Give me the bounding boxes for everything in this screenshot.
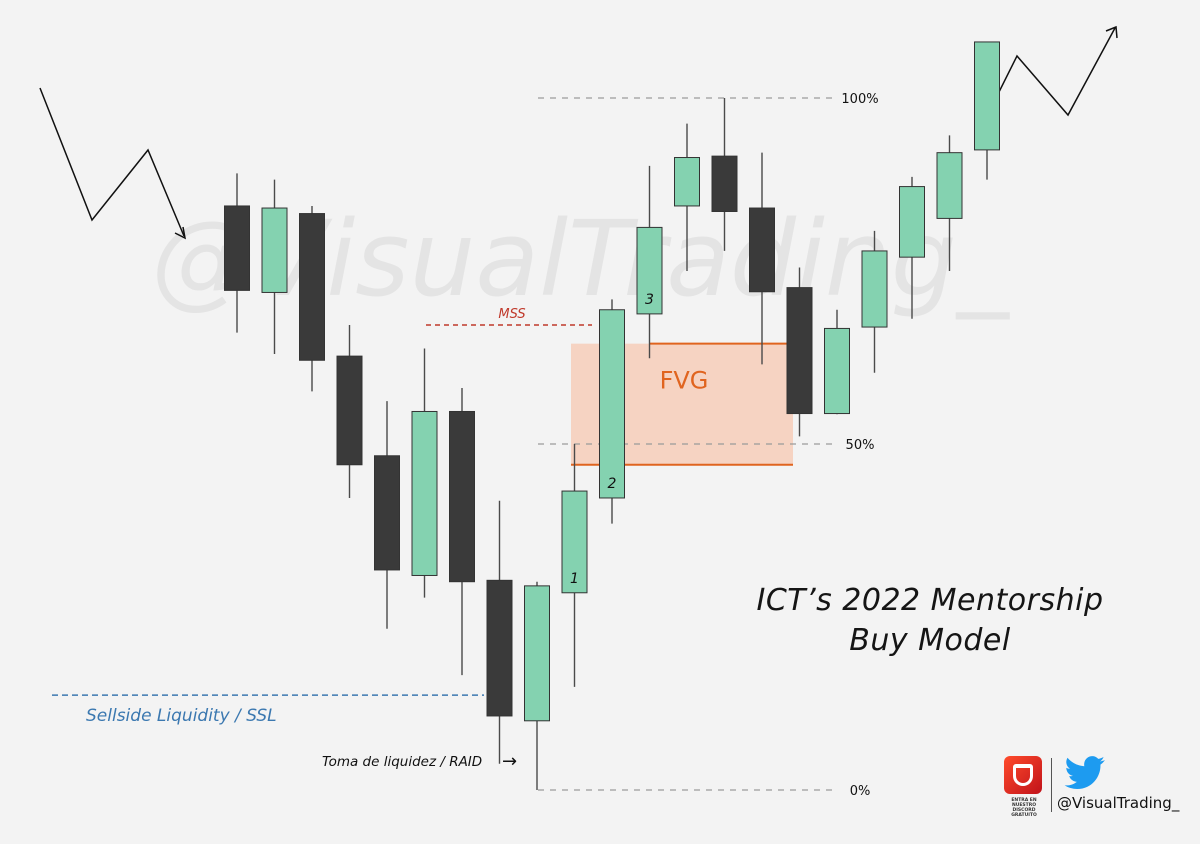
level-label: 0%	[850, 784, 871, 799]
candle-number: 2	[608, 476, 617, 492]
downtrend-arrowhead	[174, 226, 187, 240]
candle-15	[749, 152, 775, 365]
candle-body-up	[899, 186, 925, 258]
candle-body-down	[786, 287, 813, 415]
discord-logo-icon[interactable]	[1004, 756, 1042, 794]
candle-1	[224, 173, 250, 333]
candle-3	[299, 205, 325, 392]
uptrend-arrowhead	[1105, 25, 1118, 39]
candle-20	[936, 135, 963, 271]
candle-13	[674, 123, 700, 271]
candle-body-up	[824, 327, 850, 415]
candle-body-down	[299, 213, 325, 361]
candle-5	[374, 401, 400, 629]
uptrend-squiggle	[984, 27, 1116, 121]
candle-14	[711, 98, 738, 251]
chart-title-line-1: ICT’s 2022 Mentorship	[756, 583, 1104, 618]
raid-label: Toma de liquidez / RAID	[322, 754, 482, 770]
candle-7	[449, 387, 475, 676]
level-label: 100%	[841, 92, 878, 107]
candle-12	[636, 165, 663, 359]
candle-body-up	[524, 585, 550, 722]
candle-body-up	[411, 410, 438, 576]
candle-body-up	[674, 157, 700, 207]
candle-body-down	[336, 355, 363, 466]
candle-21	[974, 41, 1000, 180]
candle-body-down	[486, 579, 513, 717]
candle-9	[524, 581, 550, 790]
candle-6	[411, 348, 438, 598]
candle-4	[336, 324, 363, 498]
candle-body-up	[599, 309, 625, 499]
candle-18	[861, 230, 888, 373]
raid-arrow: →	[502, 751, 517, 772]
candle-17	[824, 309, 850, 415]
candle-2	[261, 179, 288, 355]
discord-invite-text: ENTRA EN NUESTRO DISCORD GRATUITO	[1011, 798, 1037, 818]
branding: ENTRA EN NUESTRO DISCORD GRATUITO @Visua…	[1000, 756, 1190, 818]
candle-8	[486, 500, 513, 764]
candle-body-down	[449, 410, 475, 583]
candle-number: 1	[570, 571, 579, 587]
candle-16	[786, 267, 813, 437]
branding-divider	[1051, 758, 1052, 812]
level-label: 50%	[846, 438, 875, 453]
candle-body-up	[636, 226, 663, 315]
ssl-label: Sellside Liquidity / SSL	[86, 706, 277, 726]
candle-body-up	[261, 207, 288, 293]
candle-19	[899, 176, 925, 319]
fvg-label: FVG	[660, 367, 709, 395]
candle-body-up	[936, 152, 963, 219]
candle-body-up	[974, 41, 1000, 151]
candle-body-down	[224, 205, 250, 291]
candle-body-down	[711, 155, 738, 212]
downtrend-squiggle	[39, 87, 185, 237]
candle-body-down	[749, 207, 775, 293]
twitter-bird-icon[interactable]	[1064, 756, 1106, 790]
chart-title-line-2: Buy Model	[849, 623, 1011, 658]
candle-body-up	[561, 490, 588, 594]
candle-number: 3	[645, 292, 654, 308]
candle-10	[561, 444, 588, 687]
candle-body-up	[861, 250, 888, 328]
candle-11	[599, 299, 625, 524]
twitter-handle[interactable]: @VisualTrading_	[1057, 794, 1180, 812]
candle-body-down	[374, 455, 400, 571]
mss-label: MSS	[498, 307, 525, 322]
